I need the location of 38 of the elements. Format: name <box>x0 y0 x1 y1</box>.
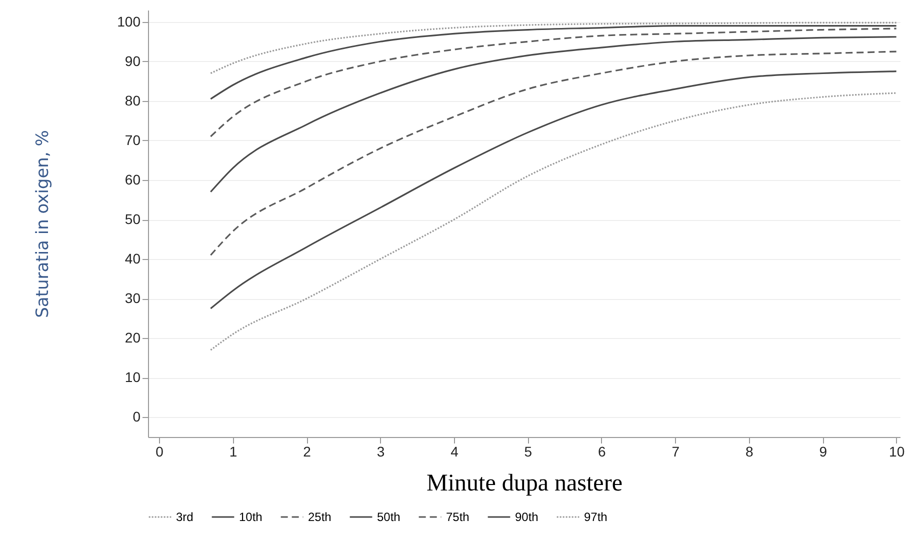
legend-label: 10th <box>239 510 262 524</box>
legend-label: 75th <box>446 510 470 524</box>
x-tick-label: 5 <box>524 444 532 460</box>
x-axis-title: Minute dupa nastere <box>426 470 622 496</box>
x-tick-label: 4 <box>450 444 459 460</box>
x-tick-label: 6 <box>598 444 606 460</box>
line-series <box>210 25 898 100</box>
x-tick-label: 8 <box>745 444 754 460</box>
x-tick-label: 9 <box>819 444 828 460</box>
y-tick-label: 20 <box>124 330 141 346</box>
line-series <box>210 36 898 193</box>
line-series <box>210 50 898 256</box>
line-series <box>210 70 898 310</box>
legend-label: 97th <box>584 510 608 524</box>
y-tick-label: 30 <box>124 290 141 306</box>
x-tick-label: 3 <box>376 444 385 460</box>
line-series <box>210 22 898 74</box>
y-tick-label: 60 <box>124 172 141 188</box>
legend-label: 25th <box>308 510 332 524</box>
y-tick-label: 40 <box>124 250 141 267</box>
y-tick-label: 10 <box>124 369 141 386</box>
y-tick-label: 90 <box>124 52 141 69</box>
x-tick-label: 10 <box>889 444 905 460</box>
y-tick-label: 80 <box>124 92 141 108</box>
x-tick-label: 7 <box>672 444 680 460</box>
y-tick-label: 70 <box>124 132 141 148</box>
legend-label: 3rd <box>176 510 194 524</box>
x-tick-label: 2 <box>303 444 312 460</box>
x-tick-label: 0 <box>156 444 164 460</box>
y-tick-label: 100 <box>117 13 141 30</box>
y-tick-label: 0 <box>132 408 141 425</box>
y-axis-title: Saturatia in oxigen, % <box>33 130 54 318</box>
line-series <box>210 92 898 351</box>
legend-label: 90th <box>515 510 538 524</box>
x-tick-label: 1 <box>229 444 238 460</box>
y-tick-label: 50 <box>124 211 141 228</box>
line-series <box>210 28 898 138</box>
legend-label: 50th <box>377 510 400 524</box>
